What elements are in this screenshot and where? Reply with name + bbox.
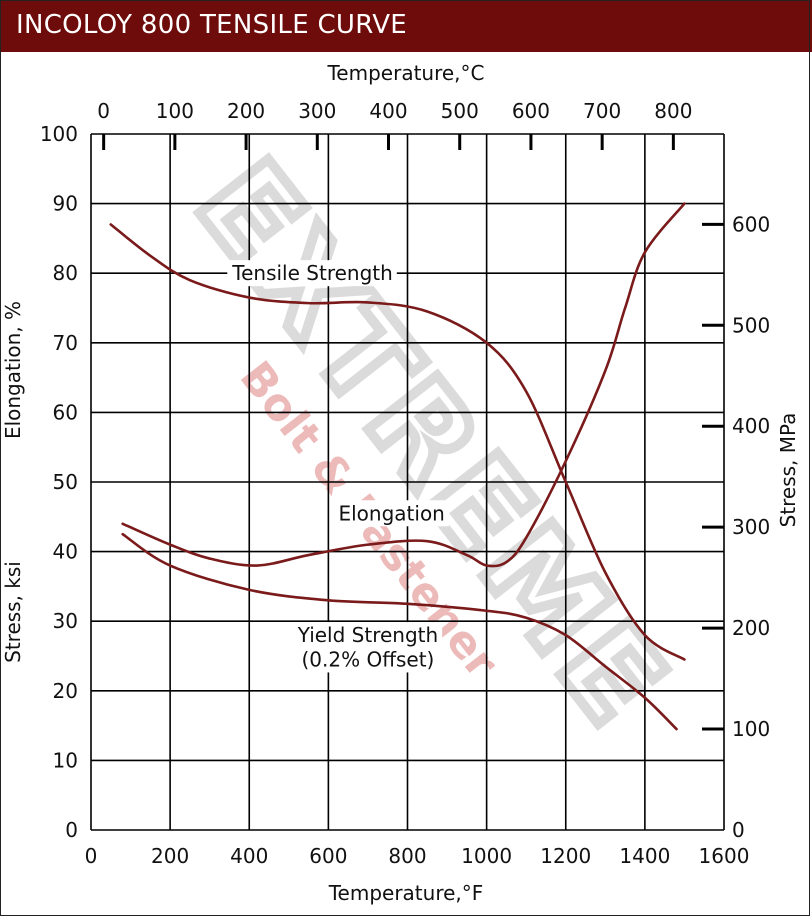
x-top-tick-label: 300 [298,99,336,123]
y-right-axis-title: Stress, MPa [776,413,800,528]
series-line-tensile-strength [109,223,686,661]
y-left-tick-label: 0 [65,818,78,842]
x-bottom-tick-label: 0 [85,844,98,868]
y-left-tick-label: 40 [53,540,78,564]
x-bottom-tick-label: 400 [230,844,268,868]
curve-label: Elongation [338,501,444,525]
y-left-secondary-axis-title: Stress, ksi [1,561,25,663]
x-top-tick-label: 500 [441,99,479,123]
x-top-tick-label: 800 [654,99,692,123]
curve-label-background [297,646,439,673]
y-right-tick-label: 0 [732,818,745,842]
x-bottom-tick-label: 200 [151,844,189,868]
curve-label: Yield Strength [297,623,439,647]
chart-curves [109,202,686,731]
y-right-tick-label: 500 [732,313,770,337]
x-top-tick-label: 200 [227,99,265,123]
curve-label: Tensile Strength [231,261,393,285]
y-left-axis-title: Elongation, % [1,301,25,439]
x-bottom-tick-label: 1600 [699,844,750,868]
x-top-axis-title: Temperature,°C [326,61,484,85]
curve-label-background [227,260,397,287]
curve-label-background [292,622,443,649]
y-right-tick-label: 200 [732,616,770,640]
y-left-tick-label: 30 [53,609,78,633]
y-left-tick-label: 70 [53,331,78,355]
series-line-yield-strength-0-2-offset [121,532,678,731]
y-left-tick-label: 60 [53,400,78,424]
y-right-tick-label: 600 [732,212,770,236]
x-bottom-tick-label: 1000 [461,844,512,868]
chart-grid [90,133,725,831]
x-top-tick-label: 400 [369,99,407,123]
chart-title: INCOLOY 800 TENSILE CURVE [16,10,408,40]
x-bottom-axis-title: Temperature,°F [328,881,484,905]
x-top-tick-label: 600 [512,99,550,123]
x-bottom-tick-label: 600 [309,844,347,868]
y-left-tick-label: 80 [53,261,78,285]
y-left-tick-label: 100 [40,122,78,146]
x-bottom-tick-label: 1400 [619,844,670,868]
title-bar: INCOLOY 800 TENSILE CURVE [0,0,812,52]
x-top-tick-label: 100 [156,99,194,123]
y-left-tick-label: 20 [53,679,78,703]
y-left-tick-label: 50 [53,470,78,494]
y-left-tick-label: 10 [53,748,78,772]
y-left-tick-label: 90 [53,192,78,216]
curve-label: (0.2% Offset) [302,647,435,671]
y-right-tick-label: 400 [732,414,770,438]
curve-label-background [334,500,449,527]
x-top-tick-label: 700 [583,99,621,123]
x-bottom-tick-label: 1200 [540,844,591,868]
y-right-tick-label: 300 [732,515,770,539]
chart-axes: 0 200 400 600 800 1000 1200 1400 160001020304050… [1,61,800,905]
x-bottom-tick-label: 800 [388,844,426,868]
y-right-tick-label: 100 [732,717,770,741]
chart-labels: Tensile Strength Elongation Yield Strength… [227,260,449,673]
series-line-elongation [121,202,686,568]
x-top-tick-label: 0 [97,99,110,123]
